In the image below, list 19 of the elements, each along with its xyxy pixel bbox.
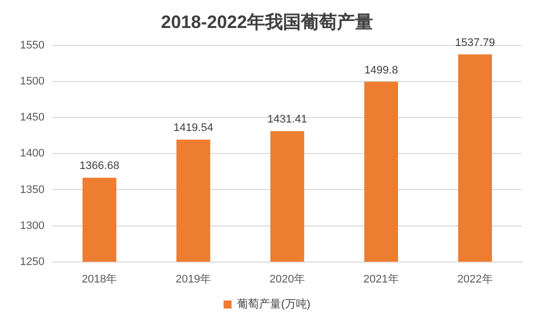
data-label: 1419.54 bbox=[173, 122, 214, 134]
data-label: 1431.41 bbox=[267, 114, 308, 126]
data-label: 1499.8 bbox=[364, 64, 398, 76]
y-tick-label: 1250 bbox=[20, 256, 44, 268]
chart-title: 2018-2022年我国葡萄产量 bbox=[160, 12, 374, 32]
y-tick-label: 1350 bbox=[20, 184, 44, 196]
y-tick-label: 1300 bbox=[20, 220, 44, 232]
x-tick-label: 2021年 bbox=[363, 273, 399, 286]
data-label: 1537.79 bbox=[455, 36, 495, 49]
x-tick-label: 2020年 bbox=[269, 273, 305, 286]
y-tick-label: 1400 bbox=[20, 148, 44, 160]
legend-label: 葡萄产量(万吨) bbox=[237, 298, 310, 311]
y-tick-label: 1550 bbox=[20, 40, 44, 52]
x-tick-label: 2018年 bbox=[82, 273, 118, 286]
data-label: 1366.68 bbox=[80, 160, 120, 172]
x-tick-label: 2019年 bbox=[176, 273, 212, 286]
y-tick-label: 1450 bbox=[20, 112, 44, 124]
y-tick-label: 1500 bbox=[20, 76, 44, 88]
x-tick-label: 2022年 bbox=[457, 273, 493, 286]
